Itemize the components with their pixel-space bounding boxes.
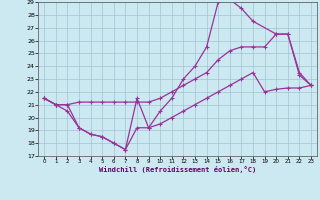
X-axis label: Windchill (Refroidissement éolien,°C): Windchill (Refroidissement éolien,°C) [99,166,256,173]
